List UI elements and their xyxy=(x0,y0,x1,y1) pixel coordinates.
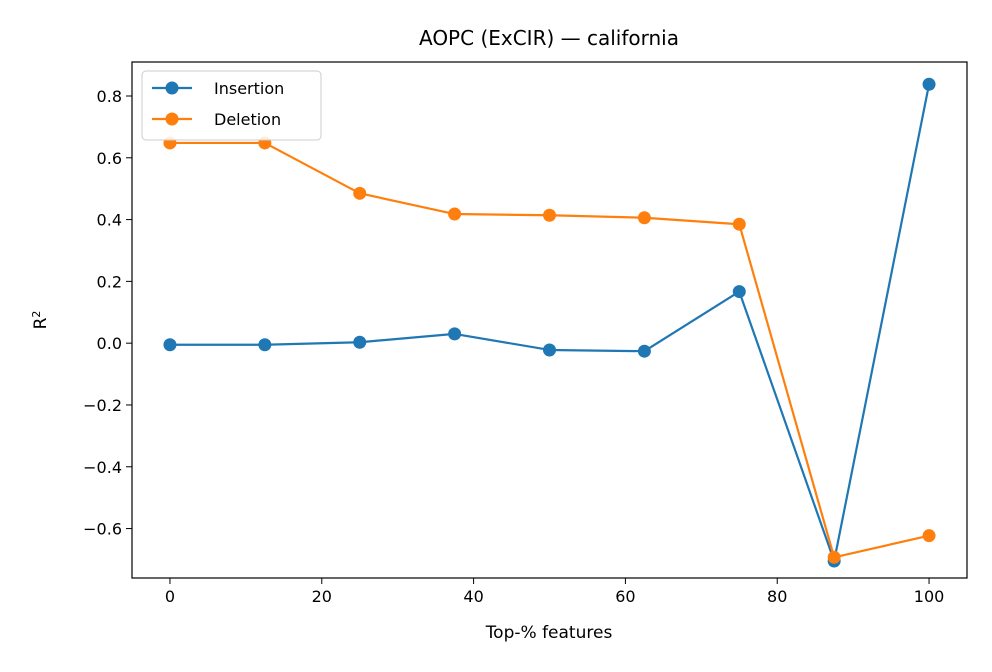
y-axis-label-group: R2 xyxy=(30,311,52,330)
chart-title: AOPC (ExCIR) — california xyxy=(419,26,679,50)
data-point xyxy=(163,338,177,352)
svg-text:R2: R2 xyxy=(30,311,52,330)
data-point xyxy=(258,338,272,352)
data-point xyxy=(732,217,746,231)
data-point xyxy=(922,77,936,91)
data-point xyxy=(448,327,462,341)
y-tick-label: 0.0 xyxy=(97,334,122,353)
x-tick-label: 0 xyxy=(165,587,175,606)
data-point xyxy=(543,343,556,357)
series-deletion xyxy=(163,136,936,564)
x-tick-label: 20 xyxy=(312,587,332,606)
series-layer xyxy=(163,77,936,568)
data-point xyxy=(637,211,651,225)
x-tick-label: 60 xyxy=(615,587,635,606)
data-point xyxy=(637,344,651,358)
y-tick-label: 0.2 xyxy=(97,272,122,291)
y-tick-label: 0.8 xyxy=(97,87,122,106)
y-tick-label: −0.6 xyxy=(83,520,122,539)
x-tick-label: 40 xyxy=(463,587,483,606)
legend-swatch-marker xyxy=(165,81,179,95)
data-point xyxy=(448,207,462,221)
axis-ticks: 0 20 40 60 80 100 −0.6 −0.4 −0.2 0.0 0.2 0.4 0.6 0.8 xyxy=(83,87,944,606)
plot-frame xyxy=(131,61,968,579)
legend: Insertion Deletion xyxy=(141,70,322,141)
legend-swatch-marker xyxy=(165,112,179,126)
data-point xyxy=(827,550,841,564)
x-axis-label: Top-% features xyxy=(485,623,613,643)
y-tick-label: 0.4 xyxy=(97,211,122,230)
legend-label: Insertion xyxy=(214,79,284,98)
data-point xyxy=(353,335,367,349)
y-tick-label: 0.6 xyxy=(97,149,122,168)
data-point xyxy=(543,208,556,222)
x-tick-label: 100 xyxy=(914,587,945,606)
y-tick-label: −0.2 xyxy=(83,396,122,415)
data-point xyxy=(353,186,367,200)
y-tick-label: −0.4 xyxy=(83,458,122,477)
y-axis-label-superscript: 2 xyxy=(30,311,43,318)
legend-item-insertion: Insertion xyxy=(152,79,284,98)
x-tick-label: 80 xyxy=(767,587,787,606)
data-point xyxy=(922,529,936,543)
legend-label: Deletion xyxy=(214,110,281,129)
legend-item-deletion: Deletion xyxy=(152,110,281,129)
y-axis-label: R xyxy=(31,317,51,329)
data-point xyxy=(732,285,746,299)
